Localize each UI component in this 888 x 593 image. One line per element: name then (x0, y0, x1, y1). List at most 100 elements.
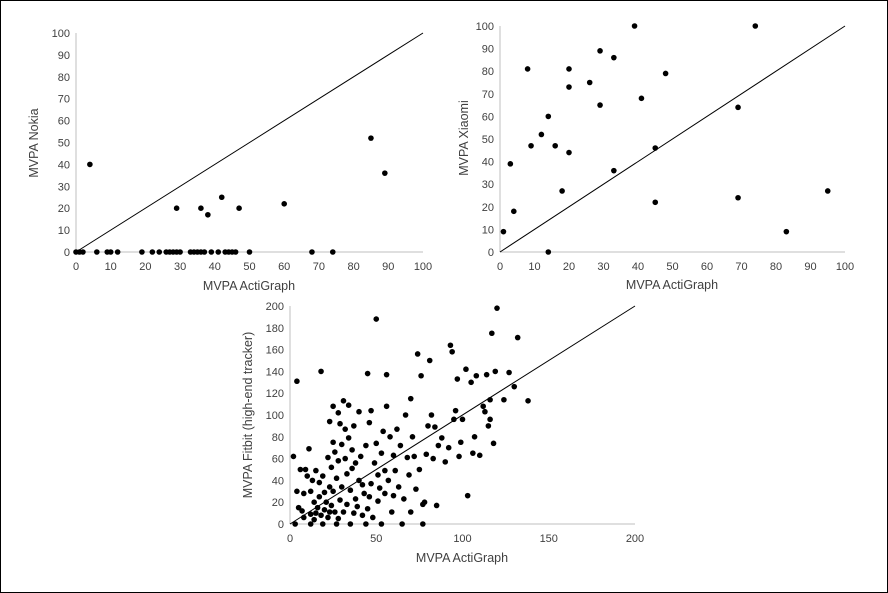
chart-fitbit-point (485, 423, 492, 429)
chart-fitbit-point (352, 496, 359, 502)
chart-nokia-tick-x-30: 30 (174, 261, 186, 273)
chart-fitbit-point (487, 396, 493, 403)
chart-fitbit-tick-y-160: 160 (266, 345, 284, 357)
chart-xiaomi-tick-x-100: 100 (836, 261, 854, 273)
chart-xiaomi-point (500, 228, 507, 235)
chart-fitbit-point (345, 402, 352, 408)
chart-fitbit-point (407, 395, 414, 402)
chart-fitbit-point (366, 419, 373, 426)
chart-fitbit-point (363, 442, 369, 449)
chart-nokia-tick-x-20: 20 (139, 261, 151, 273)
chart-fitbit-point (330, 403, 336, 410)
chart-fitbit-point (364, 505, 371, 512)
chart-fitbit-point (456, 453, 462, 460)
chart-fitbit-tick-y-80: 80 (272, 432, 284, 444)
chart-nokia-point (149, 249, 156, 255)
chart-fitbit-point (423, 451, 430, 458)
chart-xiaomi-point (752, 23, 759, 29)
chart-fitbit-point (307, 511, 314, 517)
chart-nokia-tick-x-60: 60 (278, 261, 290, 273)
chart-fitbit-tick-x-50: 50 (370, 533, 382, 545)
chart-xiaomi-point (511, 208, 517, 215)
chart-nokia-point (173, 205, 180, 211)
chart-fitbit-point (311, 499, 317, 506)
chart-fitbit-point (411, 453, 418, 460)
chart-fitbit-tick-x-0: 0 (287, 533, 293, 545)
chart-fitbit-point (501, 396, 507, 403)
chart-fitbit-point (364, 370, 371, 377)
chart-fitbit-point (338, 441, 345, 448)
chart-xiaomi-tick-y-90: 90 (482, 44, 494, 56)
chart-nokia-tick-x-100: 100 (414, 261, 432, 273)
chart-fitbit-point (342, 455, 349, 462)
chart-xiaomi-point (559, 188, 565, 194)
chart-fitbit-point (483, 371, 490, 378)
chart-fitbit-point (473, 372, 480, 379)
chart-fitbit-point (328, 502, 335, 509)
chart-fitbit-point (351, 510, 357, 516)
chart-xiaomi-tick-y-10: 10 (482, 224, 494, 236)
chart-fitbit-point (309, 477, 316, 484)
chart-xiaomi-point (652, 145, 659, 151)
chart-fitbit-tick-y-100: 100 (266, 410, 284, 422)
chart-fitbit-point (344, 501, 350, 508)
chart-fitbit-point (452, 407, 459, 414)
chart-xiaomi-point (524, 66, 531, 72)
chart-fitbit-point (344, 471, 350, 477)
chart-nokia-point (215, 249, 222, 255)
chart-fitbit-point (335, 515, 342, 522)
chart-fitbit-point (428, 412, 435, 418)
chart-fitbit-point (471, 434, 478, 440)
chart-xiaomi-tick-x-60: 60 (701, 261, 713, 273)
chart-fitbit-point (451, 416, 457, 423)
chart-fitbit-point (292, 521, 298, 527)
chart-nokia-point (368, 135, 374, 141)
chart-nokia-tick-x-0: 0 (73, 261, 79, 273)
chart-fitbit-point (406, 472, 412, 478)
chart-fitbit-point (299, 508, 305, 514)
chart-fitbit-point (332, 509, 338, 515)
chart-fitbit-point (349, 447, 355, 453)
chart-fitbit-point (404, 454, 411, 461)
chart-xiaomi-point (566, 149, 572, 156)
chart-fitbit: MVPA ActiGraph MVPA Fitbit (high-end tra… (241, 301, 644, 565)
chart-fitbit-point (382, 467, 388, 474)
chart-fitbit-point (476, 452, 483, 459)
chart-fitbit-point (294, 378, 300, 385)
chart-xiaomi-point (611, 54, 617, 61)
chart-xiaomi-point (597, 102, 603, 108)
chart-fitbit-tick-x-100: 100 (453, 533, 471, 545)
chart-fitbit-tick-y-200: 200 (266, 301, 284, 313)
chart-nokia-point (177, 249, 183, 255)
chart-fitbit-tick-x-200: 200 (626, 533, 644, 545)
chart-fitbit-point (457, 439, 464, 446)
chart-fitbit-point (399, 521, 405, 527)
chart-fitbit-point (392, 467, 399, 474)
chart-fitbit-point (349, 465, 355, 472)
chart-fitbit-point (366, 493, 373, 500)
chart-fitbit-identity-line (289, 305, 636, 525)
chart-fitbit-point (390, 452, 397, 459)
chart-fitbit-point (297, 466, 304, 473)
chart-nokia-tick-x-40: 40 (209, 261, 221, 273)
chart-fitbit-point (390, 492, 397, 499)
chart-fitbit-tick-y-40: 40 (272, 475, 284, 487)
chart-xiaomi-tick-x-70: 70 (735, 261, 747, 273)
chart-xiaomi: MVPA ActiGraph MVPA Xiaomi 0 10 20 30 40 50 60… (457, 21, 854, 292)
chart-fitbit-point (426, 357, 433, 364)
chart-fitbit-point (371, 460, 378, 466)
chart-fitbit-point (301, 514, 307, 521)
chart-xiaomi-xlabel: MVPA ActiGraph (626, 278, 718, 292)
chart-xiaomi-point (538, 131, 545, 138)
chart-fitbit-point (352, 460, 359, 466)
chart-fitbit-point (489, 330, 495, 337)
chart-fitbit-point (380, 428, 386, 435)
chart-fitbit-point (321, 507, 328, 513)
chart-xiaomi-point (586, 79, 593, 86)
chart-nokia-point (309, 249, 315, 255)
chart-fitbit-xlabel: MVPA ActiGraph (416, 551, 508, 565)
chart-nokia-tick-y-60: 60 (58, 116, 70, 128)
chart-nokia-point (382, 170, 388, 176)
chart-fitbit-point (316, 479, 323, 486)
